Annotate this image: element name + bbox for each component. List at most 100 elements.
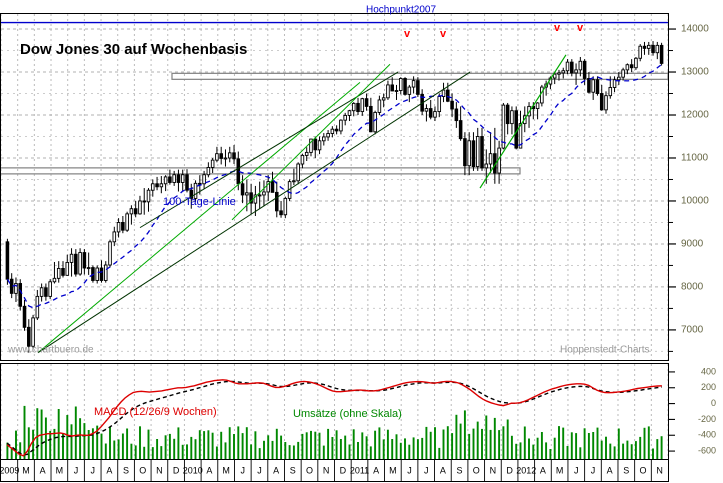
x-axis-label: 2009: [0, 465, 19, 475]
candle-body-down: [5, 241, 10, 280]
trendline-2009-long: [37, 71, 471, 354]
candle-body-up: [138, 200, 142, 215]
candle-body-down: [570, 61, 574, 74]
candle-body-down: [82, 252, 87, 269]
x-axis-label: M: [22, 465, 30, 475]
candle-body-down: [651, 44, 655, 54]
candle-body-up: [39, 287, 44, 297]
x-axis-label: A: [106, 465, 112, 475]
candle-body-down: [275, 191, 279, 212]
candle-body-up: [172, 174, 176, 183]
y-axis-label: 10000: [681, 196, 709, 207]
candle-body-up: [518, 123, 523, 149]
candle-body-down: [168, 176, 172, 183]
trendline-2011: [479, 54, 567, 189]
x-axis-label: A: [373, 465, 379, 475]
x-axis-label: J: [574, 465, 579, 475]
x-axis-label: J: [407, 465, 412, 475]
candle-body-up: [424, 108, 429, 112]
candle-body-down: [27, 326, 31, 347]
x-axis-label: 2010: [183, 465, 203, 475]
x-axis-label: O: [473, 465, 480, 475]
watermark-right: Hoppenstedt-Charts: [560, 345, 650, 356]
y-axis-label: 7000: [681, 325, 704, 336]
x-axis-label: M: [222, 465, 230, 475]
candle-body-up: [56, 267, 61, 279]
candle-body-down: [463, 138, 467, 167]
candle-body-down: [599, 93, 604, 111]
y-axis-label: 11000: [681, 153, 709, 164]
resistance-band-10700: [0, 167, 521, 175]
candle-body-up: [210, 159, 215, 168]
candle-body-up: [501, 104, 506, 149]
x-axis-label: S: [623, 465, 629, 475]
candle-body-up: [317, 140, 322, 151]
y-axis-labels: 14000 13000 12000 11000 10000 9000 8000 7000 400…: [669, 24, 716, 455]
candle-body-up: [266, 181, 271, 193]
candle-body-up: [535, 102, 540, 110]
candle-body-up: [574, 69, 578, 74]
x-axis-label: 2012: [516, 465, 536, 475]
hochpunkt-2007-label: Hochpunkt2007: [366, 5, 436, 16]
x-axis-label: A: [273, 465, 279, 475]
candle-body-up: [510, 110, 514, 125]
candle-body-up: [540, 86, 544, 104]
candle-body-up: [322, 136, 326, 142]
candle-body-up: [300, 154, 305, 165]
candle-body-up: [304, 151, 309, 156]
x-axis-label: A: [40, 465, 46, 475]
candle-body-up: [617, 76, 621, 81]
candle-body-down: [189, 189, 194, 199]
candle-body-up: [78, 252, 82, 275]
candle-body-up: [116, 222, 121, 233]
volume-bars: [6, 405, 663, 459]
candle-body-up: [625, 64, 630, 71]
candle-body-up: [330, 128, 335, 134]
watermark-left: www.chartbuero.de: [7, 345, 94, 356]
x-axis-label: 2011: [350, 465, 369, 475]
candle-body-up: [441, 89, 446, 97]
candle-body-down: [185, 174, 189, 191]
candle-body-up: [180, 174, 185, 183]
candle-body-down: [642, 45, 647, 49]
candle-body-down: [219, 153, 223, 159]
candle-body-up: [398, 78, 403, 91]
x-axis-label: J: [241, 465, 246, 475]
candle-body-up: [646, 44, 651, 49]
candle-body-up: [296, 163, 300, 182]
candle-body-up: [612, 79, 617, 88]
y-axis-label-indicator: 200: [701, 382, 716, 392]
candle-body-up: [14, 283, 18, 294]
candle-body-up: [103, 264, 108, 281]
candle-body-up: [253, 194, 258, 204]
candle-body-down: [313, 138, 318, 151]
candle-body-down: [454, 108, 459, 122]
candle-body-up: [488, 153, 493, 165]
candle-body-up: [151, 183, 155, 191]
candle-body-up: [257, 194, 262, 197]
candle-body-down: [629, 64, 634, 69]
candle-body-down: [403, 78, 407, 95]
trendline-mid: [139, 71, 399, 229]
x-axis-label: A: [540, 465, 546, 475]
y-axis-label: 13000: [681, 67, 709, 78]
candle-body-down: [22, 305, 27, 328]
x-axis-labels: 2009 M A M J J A S O N D 2010 A M J J A S O N D 2011 A M J J A S O N D…: [0, 459, 663, 481]
candle-body-down: [133, 208, 138, 215]
trend-lines: [37, 54, 567, 354]
candle-body-down: [142, 200, 147, 203]
peak-marker-v: v: [577, 22, 584, 34]
x-axis-label: S: [123, 465, 129, 475]
candle-body-down: [428, 108, 433, 118]
candle-body-down: [99, 267, 104, 281]
candle-body-up: [326, 133, 330, 138]
x-axis-label: N: [156, 465, 163, 475]
candle-body-up: [48, 281, 52, 297]
candle-body-up: [108, 241, 112, 266]
candle-body-up: [373, 111, 377, 133]
price-panel-frame: [0, 13, 669, 361]
candle-body-up: [394, 90, 399, 92]
